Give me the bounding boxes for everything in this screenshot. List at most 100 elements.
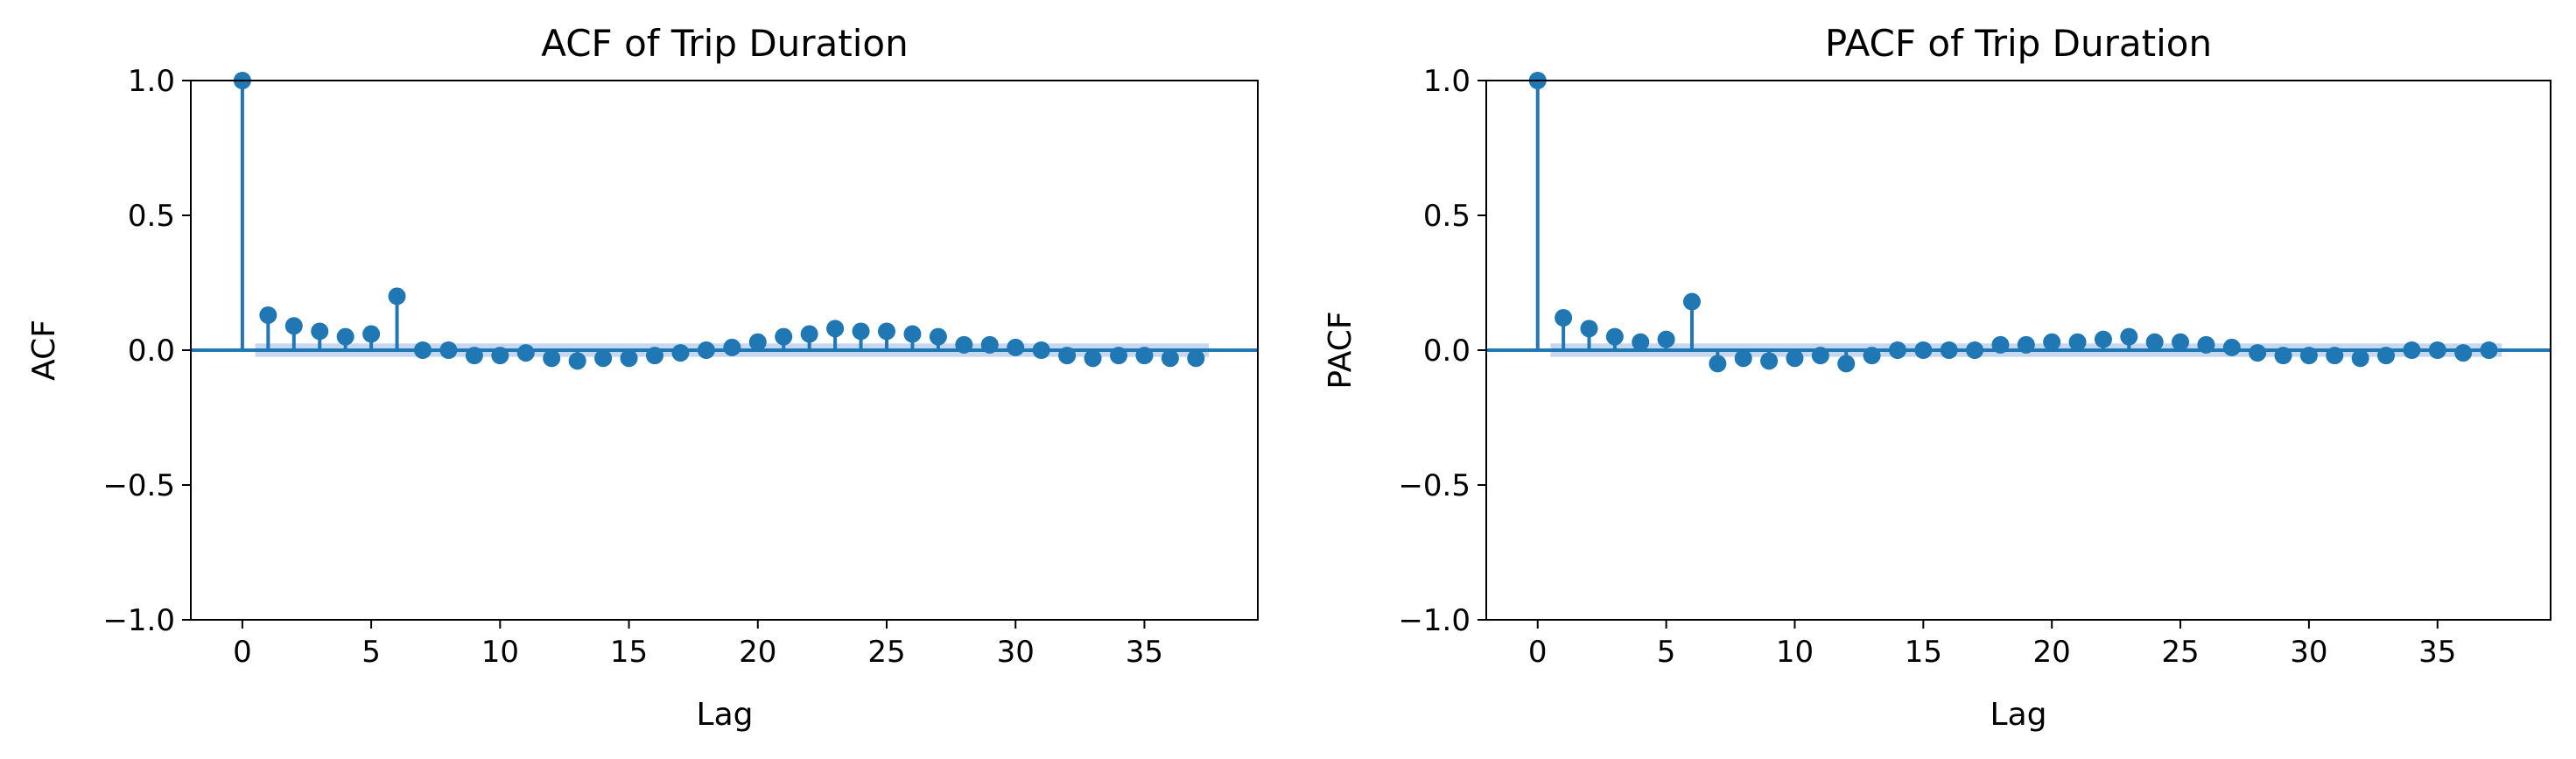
acf-marker-lag-36 xyxy=(1161,349,1179,368)
acf-marker-lag-4 xyxy=(336,327,354,346)
acf-marker-lag-31 xyxy=(1032,341,1050,359)
acf-marker-lag-21 xyxy=(775,327,793,346)
acf-marker-lag-8 xyxy=(439,341,458,359)
acf-marker-lag-14 xyxy=(594,349,613,368)
pacf-marker-lag-21 xyxy=(2068,333,2087,351)
acf-marker-lag-30 xyxy=(1007,338,1025,356)
pacf-marker-lag-19 xyxy=(2017,335,2035,354)
pacf-marker-lag-25 xyxy=(2172,333,2190,351)
acf-title: ACF of Trip Duration xyxy=(541,22,909,65)
pacf-marker-lag-15 xyxy=(1914,341,1933,359)
pacf-marker-lag-18 xyxy=(1991,335,2010,354)
acf-marker-lag-3 xyxy=(311,322,329,341)
pacf-marker-lag-1 xyxy=(1555,309,1573,327)
pacf-x-tick-label-5: 5 xyxy=(1657,635,1676,670)
pacf-marker-lag-9 xyxy=(1760,352,1779,370)
pacf-marker-lag-10 xyxy=(1786,349,1804,368)
pacf-marker-lag-27 xyxy=(2222,338,2241,356)
pacf-marker-lag-16 xyxy=(1940,341,1958,359)
acf-y-tick-label-2: 0.0 xyxy=(128,334,175,369)
acf-y-tick-label-0: 1.0 xyxy=(128,64,175,99)
acf-x-tick-label-0: 0 xyxy=(233,635,252,670)
acf-marker-lag-28 xyxy=(955,335,973,354)
acf-marker-lag-12 xyxy=(543,349,561,368)
pacf-marker-lag-20 xyxy=(2043,333,2061,351)
pacf-marker-lag-4 xyxy=(1632,333,1650,351)
pacf-marker-lag-30 xyxy=(2299,347,2318,365)
acf-x-tick-label-35: 35 xyxy=(1126,635,1163,670)
pacf-x-tick-label-30: 30 xyxy=(2290,635,2327,670)
acf-x-tick-label-20: 20 xyxy=(739,635,776,670)
pacf-marker-lag-2 xyxy=(1580,320,1598,338)
acf-marker-lag-20 xyxy=(748,333,767,351)
acf-marker-lag-26 xyxy=(903,325,922,343)
acf-marker-lag-9 xyxy=(465,347,483,365)
acf-plot-area: 0 5 10 15 20 25 30 35 1.0 0.5 0.0 −0.5 −1.0 xyxy=(102,64,1259,670)
pacf-y-tick-label-2: 0.0 xyxy=(1423,334,1470,369)
acf-marker-lag-5 xyxy=(362,325,381,343)
pacf-marker-lag-29 xyxy=(2274,347,2292,365)
pacf-marker-lag-35 xyxy=(2428,341,2446,359)
pacf-plot-area: 0 5 10 15 20 25 30 35 1.0 0.5 0.0 −0.5 −1.0 xyxy=(1398,64,2551,670)
acf-x-tick-label-30: 30 xyxy=(997,635,1035,670)
acf-x-tick-label-10: 10 xyxy=(481,635,519,670)
pacf-marker-lag-32 xyxy=(2351,349,2369,368)
pacf-marker-lag-7 xyxy=(1709,355,1727,373)
acf-y-tick-label-3: −0.5 xyxy=(102,468,175,503)
pacf-x-tick-label-35: 35 xyxy=(2418,635,2456,670)
pacf-y-tick-label-0: 1.0 xyxy=(1423,64,1470,99)
pacf-x-tick-label-0: 0 xyxy=(1528,635,1548,670)
pacf-marker-lag-14 xyxy=(1888,341,1906,359)
acf-marker-lag-6 xyxy=(388,287,406,306)
pacf-marker-lag-8 xyxy=(1734,349,1752,368)
pacf-panel: PACF of Trip Duration Lag PACF 0 5 10 15 20 2… xyxy=(1323,22,2551,733)
acf-marker-lag-17 xyxy=(671,344,690,362)
pacf-y-axis-label: PACF xyxy=(1323,311,1358,389)
acf-marker-lag-1 xyxy=(259,306,277,324)
acf-marker-lag-24 xyxy=(852,322,870,341)
pacf-marker-lag-12 xyxy=(1837,355,1856,373)
acf-marker-lag-29 xyxy=(980,335,999,354)
acf-x-tick-label-15: 15 xyxy=(610,635,648,670)
acf-marker-lag-33 xyxy=(1084,349,1102,368)
pacf-x-axis-label: Lag xyxy=(1990,697,2047,733)
pacf-marker-lag-31 xyxy=(2326,347,2344,365)
acf-marker-lag-23 xyxy=(826,320,845,338)
pacf-marker-lag-11 xyxy=(1811,347,1829,365)
acf-marker-lag-37 xyxy=(1187,349,1205,368)
acf-x-axis-label: Lag xyxy=(697,697,754,733)
acf-marker-lag-19 xyxy=(723,338,741,356)
pacf-marker-lag-34 xyxy=(2403,341,2421,359)
pacf-x-tick-label-25: 25 xyxy=(2161,635,2199,670)
pacf-marker-lag-6 xyxy=(1682,292,1701,311)
acf-y-tick-label-1: 0.5 xyxy=(128,199,175,234)
acf-panel: ACF of Trip Duration Lag ACF 0 5 10 15 20 25 3… xyxy=(26,22,1259,733)
pacf-marker-lag-5 xyxy=(1657,330,1675,348)
pacf-title: PACF of Trip Duration xyxy=(1825,22,2212,65)
acf-marker-lag-16 xyxy=(646,347,663,365)
acf-marker-lag-22 xyxy=(800,325,818,343)
pacf-x-tick-label-15: 15 xyxy=(1905,635,1942,670)
pacf-marker-lag-13 xyxy=(1863,347,1881,365)
pacf-marker-lag-36 xyxy=(2454,344,2473,362)
acf-marker-lag-35 xyxy=(1135,347,1154,365)
acf-y-tick-label-4: −1.0 xyxy=(102,603,175,638)
acf-marker-lag-18 xyxy=(697,341,715,359)
pacf-marker-lag-3 xyxy=(1605,327,1624,346)
pacf-marker-lag-37 xyxy=(2480,341,2498,359)
pacf-marker-lag-24 xyxy=(2145,333,2164,351)
acf-marker-lag-7 xyxy=(414,341,432,359)
acf-marker-lag-15 xyxy=(620,349,638,368)
pacf-marker-lag-23 xyxy=(2120,327,2138,346)
pacf-marker-lag-22 xyxy=(2094,330,2112,348)
acf-y-axis-label: ACF xyxy=(26,320,62,381)
pacf-marker-lag-26 xyxy=(2197,335,2215,354)
acf-marker-lag-11 xyxy=(516,344,535,362)
pacf-x-tick-label-10: 10 xyxy=(1776,635,1814,670)
pacf-marker-lag-17 xyxy=(1966,341,1984,359)
acf-marker-lag-25 xyxy=(878,322,895,341)
acf-marker-lag-13 xyxy=(568,352,586,370)
acf-x-tick-label-25: 25 xyxy=(867,635,905,670)
